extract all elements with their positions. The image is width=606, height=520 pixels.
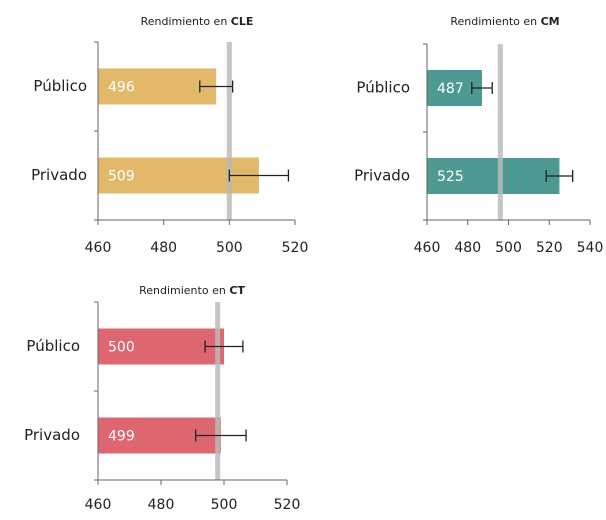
- x-tick-label: 500: [211, 497, 238, 513]
- title-subject: CM: [541, 15, 560, 28]
- value-label: 487: [437, 81, 464, 97]
- value-label: 525: [437, 169, 464, 185]
- value-label: 496: [108, 80, 135, 96]
- x-tick-label: 500: [216, 240, 243, 256]
- category-label: Público: [26, 337, 80, 355]
- x-tick-label: 480: [150, 240, 177, 256]
- x-tick-label: 540: [577, 240, 604, 256]
- x-tick-label: 460: [85, 240, 112, 256]
- x-tick-label: 480: [148, 497, 175, 513]
- x-tick-label: 520: [282, 240, 309, 256]
- category-label: Privado: [354, 167, 410, 185]
- category-label: Público: [33, 77, 87, 95]
- x-tick-label: 480: [454, 240, 481, 256]
- category-label: Público: [356, 79, 410, 97]
- chart-title: Rendimiento en CM: [450, 15, 559, 28]
- x-tick-label: 520: [536, 240, 563, 256]
- x-tick-label: 460: [85, 497, 112, 513]
- x-tick-label: 460: [414, 240, 441, 256]
- error-bar: [195, 429, 247, 442]
- error-bar: [228, 169, 290, 182]
- x-tick-label: 520: [274, 497, 301, 513]
- value-label: 509: [108, 169, 135, 185]
- bar: [98, 328, 224, 365]
- title-text: Rendimiento en: [450, 15, 537, 28]
- category-label: Privado: [31, 166, 87, 184]
- value-label: 500: [108, 340, 135, 356]
- error-bar: [199, 80, 234, 93]
- chart-title: Rendimiento en CT: [139, 284, 245, 297]
- bar: [427, 158, 560, 194]
- title-subject: CLE: [231, 15, 254, 28]
- error-bar: [204, 340, 244, 353]
- error-bar: [545, 170, 574, 182]
- value-label: 499: [108, 429, 135, 445]
- title-text: Rendimiento en: [141, 15, 228, 28]
- error-bar: [471, 82, 493, 94]
- x-tick-label: 500: [495, 240, 522, 256]
- category-label: Privado: [24, 426, 80, 444]
- title-text: Rendimiento en: [139, 284, 226, 297]
- chart-title: Rendimiento en CLE: [141, 15, 254, 28]
- title-subject: CT: [229, 284, 245, 297]
- bar: [98, 68, 217, 105]
